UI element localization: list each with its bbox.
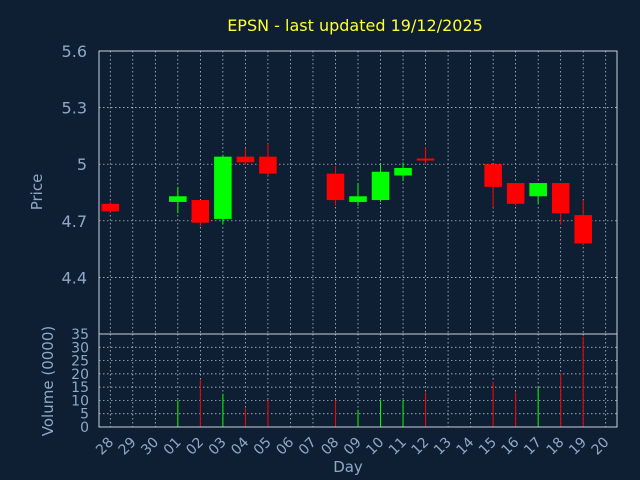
x-axis-label: Day <box>333 458 363 476</box>
candle-body <box>214 156 232 219</box>
candle-body <box>506 183 525 204</box>
candle-body <box>349 196 367 202</box>
volume-tick-label: 5 <box>80 407 89 423</box>
chart-title: EPSN - last updated 19/12/2025 <box>227 16 483 35</box>
price-axis-label: Price <box>28 174 46 211</box>
candle-body <box>551 183 570 214</box>
volume-tick-label: 15 <box>71 380 89 396</box>
candle-body <box>371 171 390 201</box>
price-tick-label: 5.3 <box>62 99 87 118</box>
candle-body <box>326 173 345 201</box>
volume-tick-label: 30 <box>71 340 89 356</box>
price-tick-label: 5 <box>77 155 87 174</box>
candle-body <box>529 183 547 197</box>
volume-tick-label: 35 <box>71 327 89 343</box>
price-tick-label: 5.6 <box>62 42 87 61</box>
candle-body <box>259 156 277 174</box>
price-tick-label: 4.4 <box>62 268 87 287</box>
x-tick-labels: 2829300102030405060708091011121314151617… <box>93 434 612 458</box>
candle-body <box>394 167 412 176</box>
volume-frame <box>98 333 618 428</box>
volume-tick-label: 0 <box>80 420 89 436</box>
candle-body <box>169 196 187 202</box>
candle-body <box>416 158 435 161</box>
volume-tick-label: 10 <box>71 393 89 409</box>
volume-axis-label: Volume (0000) <box>39 326 57 436</box>
candle-body <box>101 203 120 212</box>
price-tick-label: 4.7 <box>62 212 87 231</box>
candle-body <box>484 164 502 187</box>
candle-body <box>236 156 255 163</box>
volume-tick-label: 20 <box>71 367 89 383</box>
candle-body <box>191 200 210 223</box>
candle-body <box>574 215 593 244</box>
volume-tick-label: 25 <box>71 354 89 370</box>
